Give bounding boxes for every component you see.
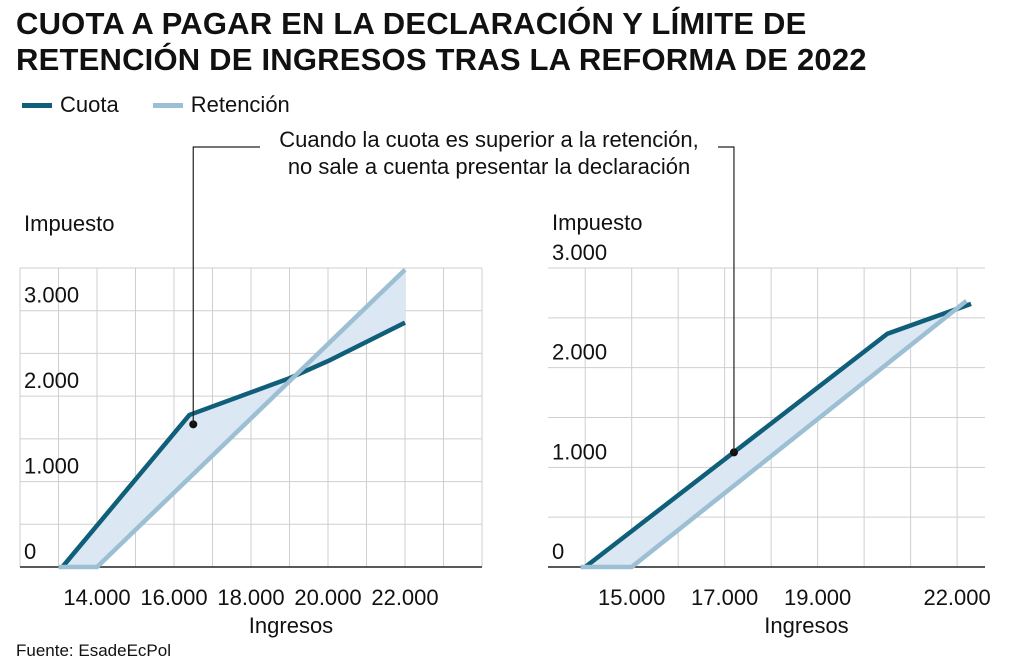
legend-swatch-cuota [22, 102, 52, 108]
legend-swatch-retencion [152, 102, 183, 108]
chart1-y-tick-label: 3.000 [24, 283, 79, 308]
chart1-x-tick-label: 20.000 [294, 585, 361, 610]
chart1-y-tick-label: 0 [24, 539, 36, 564]
chart2-series-line-cuota [583, 301, 972, 569]
chart1-y-tick-label: 2.000 [24, 368, 79, 393]
annotation-text: Cuando la cuota es superior a la retenci… [260, 124, 718, 182]
chart2-x-tick-label: 22.000 [923, 585, 990, 610]
chart2-x-tick-label: 19.000 [784, 585, 851, 610]
source-note: Fuente: EsadeEcPol [16, 641, 171, 660]
chart2-y-tick-label: 1.000 [552, 439, 607, 464]
legend-label-retencion: Retención [190, 92, 290, 117]
chart2-y-tick-label: 3.000 [552, 240, 607, 265]
chart2-gap-area [585, 300, 967, 567]
legend: Cuota Retención [22, 92, 290, 118]
chart2-x-tick-label: 15.000 [598, 585, 665, 610]
chart1-gap-area [62, 269, 405, 567]
chart1-x-tick-label: 14.000 [63, 585, 130, 610]
legend-label-cuota: Cuota [60, 92, 119, 117]
chart2-series-line-retencion [580, 299, 968, 570]
chart1-x-tick-label: 22.000 [371, 585, 438, 610]
chart2-x-axis-title: Ingresos [764, 613, 848, 638]
annotation-connector [192, 146, 735, 453]
chart1-x-axis-title: Ingresos [249, 613, 333, 638]
legend-item-cuota: Cuota [22, 92, 119, 118]
chart2-x-tick-label: 17.000 [691, 585, 758, 610]
chart1-y-axis-title: Impuesto [24, 211, 115, 236]
chart2-y-tick-label: 2.000 [552, 340, 607, 365]
chart1-y-tick-label: 1.000 [24, 454, 79, 479]
legend-item-retencion: Retención [152, 92, 290, 118]
chart1-x-tick-label: 16.000 [140, 585, 207, 610]
chart1-x-tick-label: 18.000 [217, 585, 284, 610]
chart1-series-line-retencion [58, 268, 407, 570]
chart2-y-tick-label: 0 [552, 539, 564, 564]
chart2-y-axis-title: Impuesto [552, 210, 643, 235]
chart-title: CUOTA A PAGAR EN LA DECLARACIÓN Y LÍMITE… [16, 6, 867, 77]
